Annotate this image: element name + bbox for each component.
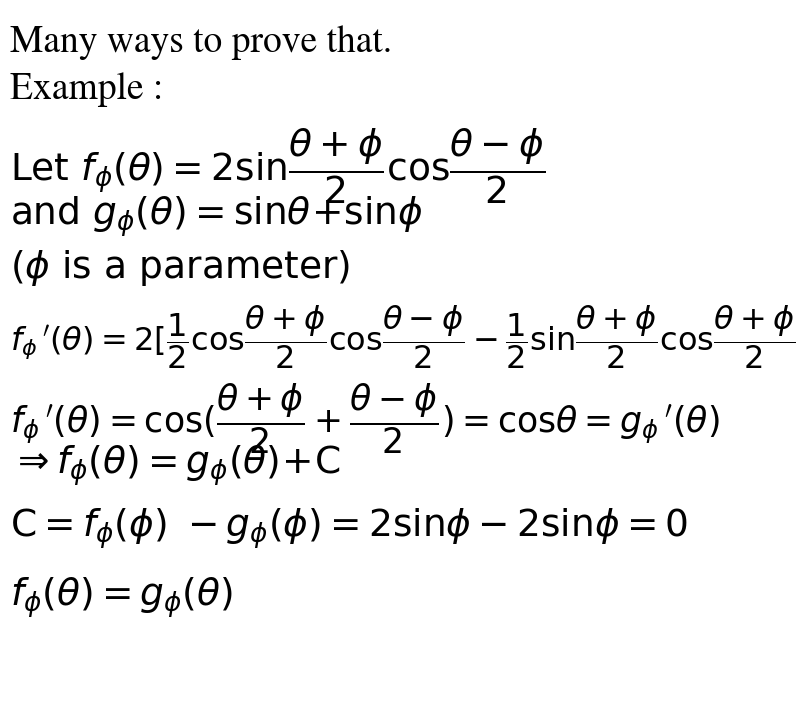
Text: Example :: Example : (10, 72, 164, 107)
Text: $\mathrm{and}\ g_{\phi}(\theta) = \mathrm{sin}\theta\!+\!\mathrm{sin}\phi$: $\mathrm{and}\ g_{\phi}(\theta) = \mathr… (10, 194, 423, 239)
Text: $\mathrm{C} = f_{\phi}(\phi)\ -g_{\phi}(\phi) = 2\mathrm{sin}\phi-2\mathrm{sin}\: $\mathrm{C} = f_{\phi}(\phi)\ -g_{\phi}(… (10, 506, 689, 551)
Text: $\Rightarrow f_{\phi}(\theta) = g_{\phi}(\theta)\!+\!\mathrm{C}$: $\Rightarrow f_{\phi}(\theta) = g_{\phi}… (10, 443, 341, 488)
Text: $(\phi\ \mathrm{is\ a\ parameter})$: $(\phi\ \mathrm{is\ a\ parameter})$ (10, 248, 350, 287)
Text: $f_{\phi}\,'(\theta) = \mathrm{cos}(\dfrac{\theta+\phi}{2}+\dfrac{\theta-\phi}{2: $f_{\phi}\,'(\theta) = \mathrm{cos}(\dfr… (10, 381, 720, 456)
Text: $f_{\phi}\,'(\theta) = 2[\dfrac{1}{2}\mathrm{cos}\dfrac{\theta+\phi}{2}\mathrm{c: $f_{\phi}\,'(\theta) = 2[\dfrac{1}{2}\ma… (10, 303, 800, 371)
Text: $\mathrm{Let}\ f_{\phi}(\theta) = 2\mathrm{sin}\dfrac{\theta+\phi}{2}\mathrm{cos: $\mathrm{Let}\ f_{\phi}(\theta) = 2\math… (10, 126, 546, 206)
Text: $f_{\phi}(\theta) = g_{\phi}(\theta)$: $f_{\phi}(\theta) = g_{\phi}(\theta)$ (10, 575, 234, 620)
Text: Many ways to prove that.: Many ways to prove that. (10, 25, 393, 59)
